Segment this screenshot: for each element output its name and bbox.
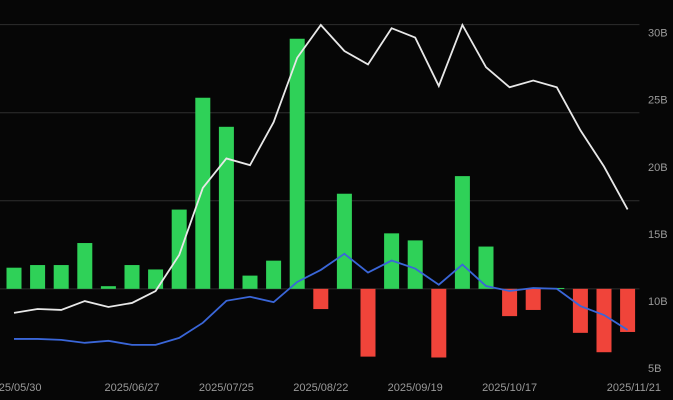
- bar: [100, 286, 116, 289]
- bar: [502, 288, 518, 317]
- x-tick-label: 2025/10/17: [482, 382, 537, 394]
- bar: [289, 38, 305, 289]
- bar: [572, 288, 588, 333]
- bar: [6, 267, 22, 289]
- bar: [218, 126, 234, 289]
- bar: [454, 176, 470, 289]
- line-series: [13, 22, 629, 314]
- bar: [336, 193, 352, 289]
- bar: [195, 97, 211, 289]
- y-tick-label: 25B: [648, 95, 668, 107]
- bar: [431, 288, 447, 358]
- bar: [124, 265, 140, 289]
- x-tick-label: 2025/06/27: [104, 382, 159, 394]
- y-tick-label: 10B: [648, 296, 668, 308]
- x-tick-label: 2025/08/22: [293, 382, 348, 394]
- bar: [313, 288, 329, 310]
- y-tick-label: 30B: [648, 27, 668, 39]
- bar: [525, 288, 541, 310]
- bar: [53, 265, 69, 289]
- bar: [596, 288, 612, 353]
- bar: [77, 243, 93, 289]
- bar: [171, 209, 187, 289]
- bar: [266, 260, 282, 289]
- y-tick-label: 5B: [648, 363, 661, 375]
- x-tick-label: 2025/11/21: [607, 382, 661, 394]
- bar: [620, 288, 636, 332]
- y-tick-label: 15B: [648, 229, 668, 241]
- bar: [30, 265, 46, 289]
- bar: [242, 275, 258, 289]
- y-tick-label: 20B: [648, 162, 668, 174]
- bar: [407, 240, 423, 289]
- bar: [360, 288, 376, 357]
- x-tick-label: 2025/05/30: [0, 382, 42, 394]
- bar: [478, 246, 494, 289]
- x-tick-label: 2025/07/25: [199, 382, 254, 394]
- x-tick-label: 2025/09/19: [388, 382, 443, 394]
- bar: [148, 269, 164, 289]
- line-series: [14, 252, 629, 346]
